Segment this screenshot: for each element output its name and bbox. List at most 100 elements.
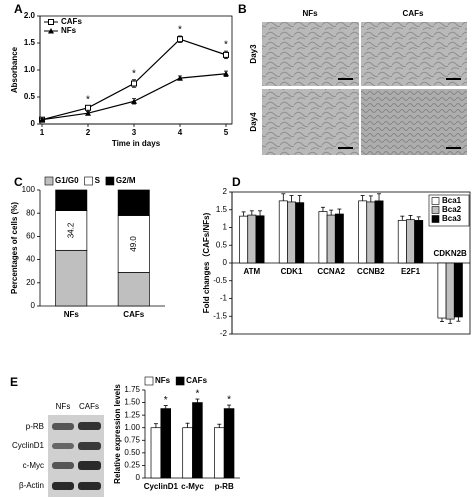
y-tick-label: 2 [223,187,228,196]
bar [278,200,288,264]
y-tick-label: 1.50 [124,398,140,407]
bar [182,427,193,479]
bar [366,201,376,264]
x-tick-label: CAFs [123,310,144,319]
band [78,482,101,490]
y-tick-label: 2.0 [24,11,36,20]
bar [192,402,203,479]
bar [326,214,336,264]
x-tick-label: CyclinD1 [144,482,179,491]
bar [295,202,305,264]
western-blot: NFs CAFs p-RB CyclinD1 c-Myc β-Actin [12,402,104,497]
y-tick-label: 60 [26,232,35,241]
band [52,443,74,449]
y-tick-label: 0.75 [124,435,140,444]
bar [414,220,424,264]
y-tick-label: 0.25 [124,461,140,470]
significance: * [227,395,231,406]
marker [223,51,229,58]
significance: * [195,389,199,400]
y-tick-label: -1 [220,294,228,303]
bar [55,210,88,251]
micrograph [262,22,359,86]
y-tick-label: 20 [26,278,35,287]
y-tick-label: 1.75 [124,385,140,394]
marker [177,36,183,43]
bar [358,200,368,264]
y-tick-label: 1.5 [216,205,228,214]
panel-label: E [10,375,18,389]
legend-label: NFs [155,376,171,385]
band [52,423,74,430]
row-label: CyclinD1 [12,441,45,450]
column-label: CAFs [79,402,99,411]
marker [131,98,137,104]
legend-swatch [105,176,115,186]
x-tick-label: p-RB [215,482,234,491]
column-label: NFs [302,9,318,18]
legend-swatch [431,206,440,214]
value-label: 34.2 [66,222,75,238]
legend-marker [48,28,54,34]
x-tick-label: 4 [178,128,183,137]
y-axis-label: Fold changes（CAFs/NFs) [201,212,211,313]
legend-swatch [431,197,440,205]
plot-frame [39,15,233,125]
row-label: β-Actin [19,481,44,490]
legend-label: NFs [61,26,77,35]
y-tick-label: 0 [223,258,228,267]
panel-label: B [238,2,247,16]
bar [117,272,150,307]
marker [223,70,229,77]
significance: * [178,25,182,36]
y-axis-label: Percentages of cells (%) [10,202,19,294]
row-label: Day4 [249,112,258,132]
micrograph [361,22,467,86]
y-tick-label: 1.0 [24,65,36,74]
bar [255,215,265,264]
legend-swatch [84,176,93,186]
y-tick-label: 80 [26,208,35,217]
band [78,422,101,430]
x-tick-label: 2 [86,128,91,137]
marker [85,104,91,111]
band [52,482,74,490]
legend-marker [48,19,54,25]
bar [150,427,162,479]
x-tick-label: 5 [224,128,229,137]
y-tick-label: -2 [220,329,228,338]
x-tick-label: E2F1 [401,267,421,276]
marker [131,80,137,87]
x-tick-label: NFs [64,310,80,319]
x-tick-label: 1 [40,128,45,137]
y-tick-label: 0 [136,473,141,482]
legend-swatch [175,376,185,386]
significance: * [86,94,90,105]
legend-label: S [95,176,101,185]
band [78,461,101,470]
x-tick-label: CCNA2 [317,267,345,276]
bar [397,220,407,264]
bar [55,189,88,211]
bar [214,427,225,479]
x-tick-label: c-Myc [181,482,204,491]
x-tick-label: 3 [132,128,137,137]
legend-label: Bca1 [442,196,462,205]
bar [318,211,328,264]
bar [453,262,463,318]
bar [406,219,415,264]
legend-swatch [144,376,154,386]
x-tick-label: ATM [243,267,260,276]
y-tick-label: 0 [31,301,36,310]
y-tick-label: 0.50 [124,448,140,457]
y-tick-label: 0.5 [24,92,36,101]
bar [374,200,384,264]
legend-swatch [431,215,440,223]
panel-label: D [232,175,241,189]
y-tick-label: 0.5 [216,240,228,249]
row-label: Day3 [249,44,258,64]
legend-label: CAFs [186,376,207,385]
x-tick-label: CDKN2B [433,249,467,258]
y-tick-label: 1 [223,223,228,232]
